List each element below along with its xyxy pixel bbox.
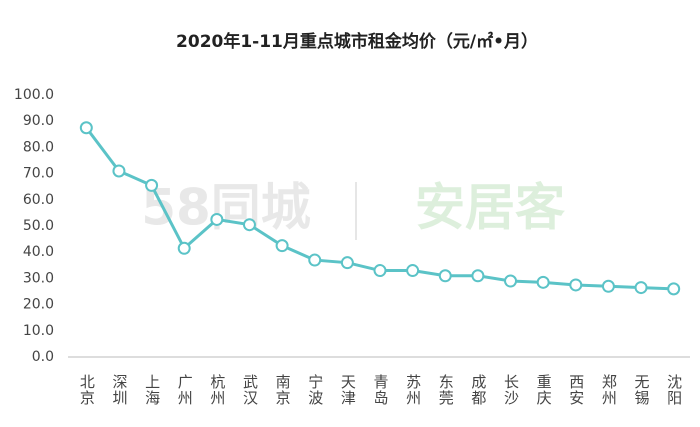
x-tick-label: 宁波 [306,374,324,406]
data-point [340,256,354,270]
y-tick-label: 30.0 [23,270,54,286]
data-point [569,278,583,292]
x-tick-label: 天津 [339,374,357,406]
data-point [275,239,289,253]
y-tick-label: 90.0 [23,113,54,129]
data-point [242,218,256,232]
data-point [471,269,485,283]
x-tick-label: 成都 [469,374,487,406]
y-tick-label: 80.0 [23,139,54,155]
data-point [210,212,224,226]
x-tick-label: 沈阳 [665,374,683,406]
x-tick-label: 上海 [143,374,161,406]
x-tick-label: 无锡 [633,374,651,406]
data-point [438,269,452,283]
x-tick-label: 杭州 [208,374,226,406]
x-tick-label: 广州 [176,374,194,406]
y-tick-label: 20.0 [23,297,54,313]
x-tick-label: 武汉 [241,374,259,406]
x-tick-label: 苏州 [404,374,422,406]
y-tick-label: 60.0 [23,192,54,208]
watermark: 安居客 [415,179,565,237]
chart-title: 2020年1-11月重点城市租金均价（元/㎡•月） [176,31,538,52]
data-point [504,274,518,288]
x-tick-label: 青岛 [372,374,390,406]
y-tick-label: 100.0 [14,87,54,103]
x-tick-label: 长沙 [502,374,520,406]
data-point [634,281,648,295]
x-tick-label: 东莞 [437,374,455,406]
y-tick-label: 10.0 [23,323,54,339]
y-tick-label: 40.0 [23,244,54,260]
data-point [601,279,615,293]
x-tick-label: 深圳 [110,374,128,406]
data-point [308,253,322,267]
x-tick-label: 重庆 [535,374,553,406]
x-tick-label: 北京 [78,374,96,406]
data-point [177,241,191,255]
y-tick-label: 50.0 [23,218,54,234]
data-point [406,264,420,278]
x-tick-label: 郑州 [600,374,618,406]
x-tick-label: 南京 [274,374,292,406]
y-tick-label: 0.0 [32,349,54,365]
watermark: 58同城 [141,179,311,237]
data-point [536,275,550,289]
data-point [112,164,126,178]
data-point [667,282,681,296]
x-tick-label: 西安 [567,374,585,406]
data-point [79,121,93,135]
y-tick-label: 70.0 [23,166,54,182]
data-point [373,264,387,278]
data-point [145,178,159,192]
